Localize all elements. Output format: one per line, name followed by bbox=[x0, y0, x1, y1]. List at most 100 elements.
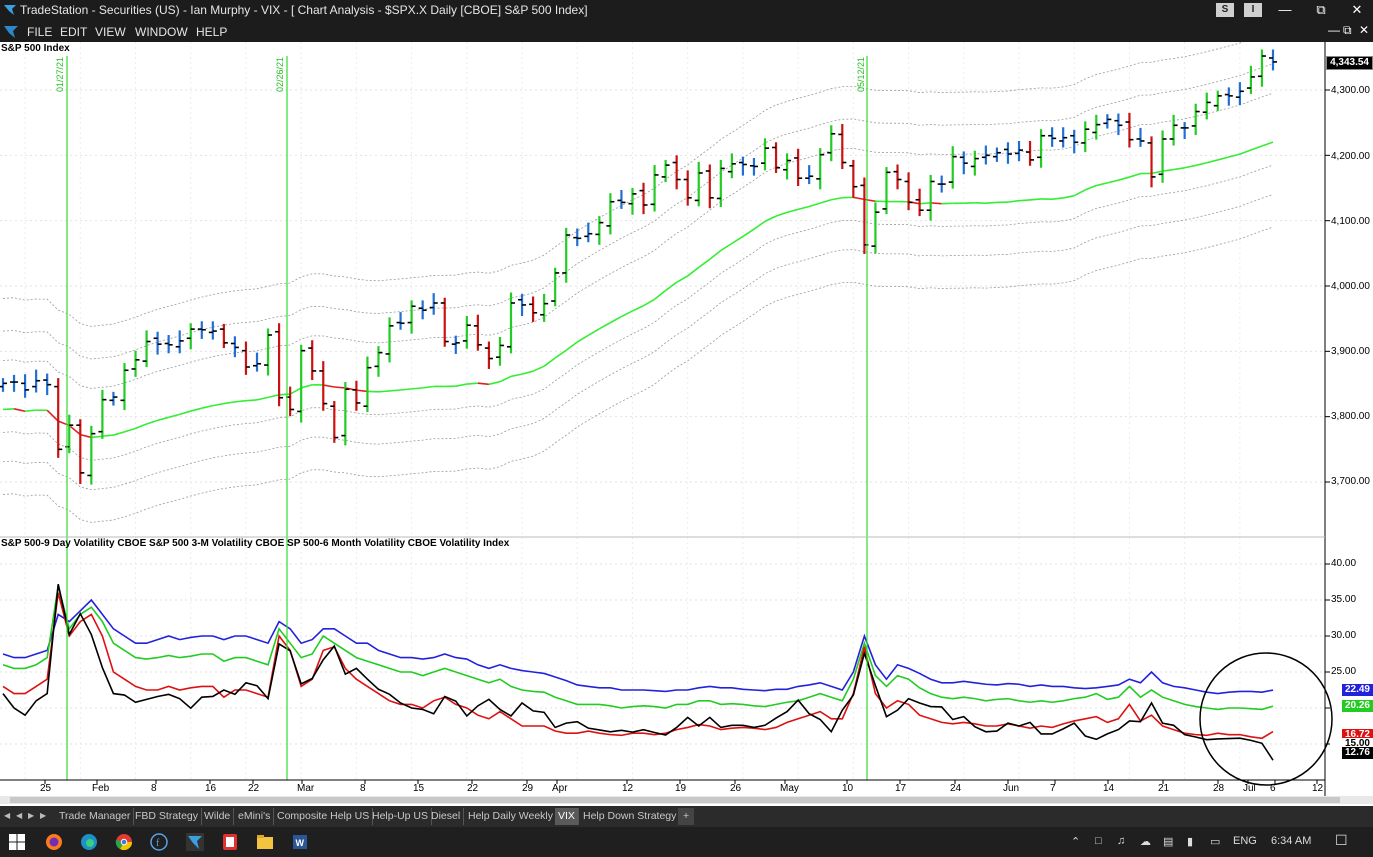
ma-segment bbox=[554, 349, 567, 359]
windows-taskbar: f W ⌃ □ ♫ ☁ ▤ ▮ ▭ ENG 6:34 AM ☐ bbox=[0, 827, 1373, 857]
menu-window[interactable]: WINDOW bbox=[135, 25, 188, 39]
circle-annotation bbox=[1199, 652, 1333, 786]
tab-vix[interactable]: VIX bbox=[555, 808, 579, 825]
x-tick-label: 12 bbox=[622, 783, 634, 794]
x-tick-label: 12 bbox=[1312, 783, 1324, 794]
tab-prev-icon[interactable]: ◀ bbox=[16, 811, 23, 820]
workspace-tab-bar: ◀ ◀ ▶ ▶ Trade Manager FBD Strategy Wilde… bbox=[0, 806, 1373, 827]
minimize-icon[interactable]: — bbox=[1278, 2, 1292, 17]
mdi-close-icon[interactable]: ✕ bbox=[1359, 23, 1370, 37]
firefox-icon[interactable] bbox=[45, 833, 63, 851]
s-mini-button[interactable]: S bbox=[1216, 3, 1234, 17]
ma-segment bbox=[632, 304, 644, 312]
close-icon[interactable]: ✕ bbox=[1351, 2, 1363, 17]
x-tick-label: 21 bbox=[1158, 783, 1170, 794]
tab-help-daily-weekly[interactable]: Help Daily Weekly bbox=[465, 808, 557, 825]
tab-eminis[interactable]: eMini's bbox=[235, 808, 275, 825]
menu-file[interactable]: FILE bbox=[27, 25, 53, 39]
scrollbar-thumb[interactable] bbox=[10, 797, 1340, 803]
x-tick-label: 16 bbox=[205, 783, 217, 794]
tab-help-down-strategy[interactable]: Help Down Strategy bbox=[580, 808, 681, 825]
word-icon[interactable]: W bbox=[291, 833, 309, 851]
ma-segment bbox=[146, 419, 158, 425]
tray-usb-icon[interactable]: ▭ bbox=[1210, 836, 1221, 848]
tab-diesel[interactable]: Diesel bbox=[428, 808, 465, 825]
ma-segment bbox=[91, 435, 103, 439]
add-tab-button[interactable]: + bbox=[678, 808, 695, 825]
tab-first-icon[interactable]: ◀ bbox=[4, 811, 11, 820]
windows-start-icon[interactable] bbox=[8, 833, 26, 851]
ma-segment bbox=[411, 387, 423, 390]
price-y-label: 4,300.00 bbox=[1331, 85, 1370, 96]
notification-icon[interactable]: ☐ bbox=[1335, 832, 1348, 848]
ma-segment bbox=[731, 235, 744, 245]
mdi-restore-icon[interactable]: ⧉ bbox=[1343, 23, 1352, 37]
restore-icon[interactable]: ⧉ bbox=[1316, 2, 1326, 17]
ma-segment bbox=[742, 228, 755, 238]
edge-icon[interactable] bbox=[80, 833, 98, 851]
volatility-lines bbox=[2, 583, 1274, 761]
ma-segment bbox=[532, 365, 545, 372]
tray-chevron-icon[interactable]: ⌃ bbox=[1071, 836, 1081, 848]
x-tick-label: 28 bbox=[1213, 783, 1225, 794]
menu-edit[interactable]: EDIT bbox=[60, 25, 88, 39]
menu-view[interactable]: VIEW bbox=[95, 25, 126, 39]
price-y-label: 3,900.00 bbox=[1331, 346, 1370, 357]
language-indicator[interactable]: ENG bbox=[1233, 835, 1257, 847]
mdi-minimize-icon[interactable]: — bbox=[1328, 23, 1340, 37]
tab-next-icon[interactable]: ▶ bbox=[28, 811, 35, 820]
ma-segment bbox=[1073, 189, 1086, 197]
price-panel-title: S&P 500 Index bbox=[1, 43, 70, 54]
vol-line bbox=[2, 585, 1274, 711]
tray-display-icon[interactable]: ▤ bbox=[1163, 836, 1174, 848]
vol-line bbox=[2, 592, 1274, 740]
tab-last-icon[interactable]: ▶ bbox=[40, 811, 47, 820]
ma-segment bbox=[775, 211, 788, 217]
ma-segment bbox=[1184, 164, 1196, 169]
app-f-icon[interactable]: f bbox=[150, 833, 168, 851]
menu-help[interactable]: HELP bbox=[196, 25, 228, 39]
ma-segment bbox=[400, 388, 412, 391]
chrome-icon[interactable] bbox=[115, 833, 133, 851]
tradestation-taskbar-icon[interactable] bbox=[186, 833, 204, 851]
ma-segment bbox=[1107, 179, 1119, 184]
tradestation-app-icon[interactable] bbox=[3, 24, 19, 39]
i-mini-button[interactable]: I bbox=[1244, 3, 1262, 17]
x-tick-label: 19 bbox=[675, 783, 687, 794]
volatility-panel-title: S&P 500-9 Day Volatility CBOE S&P 500 3-… bbox=[1, 538, 510, 549]
ma-segment bbox=[168, 413, 180, 419]
ma-segment bbox=[587, 328, 600, 337]
tab-help-up-us[interactable]: Help-Up US bbox=[369, 808, 433, 825]
file-explorer-icon[interactable] bbox=[256, 833, 274, 851]
ma-segment bbox=[102, 434, 114, 438]
ma-segment bbox=[179, 410, 191, 416]
tray-network-icon[interactable]: □ bbox=[1095, 835, 1102, 847]
tab-wilde[interactable]: Wilde bbox=[201, 808, 235, 825]
tab-composite-help-us[interactable]: Composite Help US bbox=[274, 808, 374, 825]
ma-segment bbox=[1007, 199, 1020, 203]
ma-segment bbox=[389, 389, 401, 392]
ma-segment bbox=[135, 423, 147, 430]
tray-volume-icon[interactable]: ♫ bbox=[1117, 835, 1126, 847]
chart-area[interactable] bbox=[0, 42, 1373, 796]
red-app-icon[interactable] bbox=[221, 833, 239, 851]
tradestation-logo-icon bbox=[4, 5, 16, 15]
marker-label: 01/27/21 bbox=[55, 56, 65, 92]
ma-segment bbox=[1239, 149, 1252, 155]
ma-segment bbox=[25, 409, 37, 413]
tray-battery-icon[interactable]: ▮ bbox=[1187, 836, 1194, 848]
ma-segment bbox=[223, 401, 236, 405]
x-tick-label: 25 bbox=[40, 783, 52, 794]
ma-segment bbox=[80, 433, 92, 439]
price-y-label: 4,200.00 bbox=[1331, 151, 1370, 162]
x-tick-label: Jul bbox=[1243, 783, 1256, 794]
ma-segment bbox=[797, 205, 810, 211]
clock[interactable]: 6:34 AM bbox=[1271, 835, 1312, 847]
tab-fbd-strategy[interactable]: FBD Strategy bbox=[132, 808, 203, 825]
x-tick-label: 8 bbox=[151, 783, 157, 794]
tab-trade-manager[interactable]: Trade Manager bbox=[56, 808, 135, 825]
horizontal-scrollbar[interactable] bbox=[0, 796, 1373, 804]
ma-segment bbox=[1206, 159, 1218, 164]
tray-cloud-icon[interactable]: ☁ bbox=[1140, 836, 1151, 848]
ma-segment bbox=[2, 408, 15, 411]
